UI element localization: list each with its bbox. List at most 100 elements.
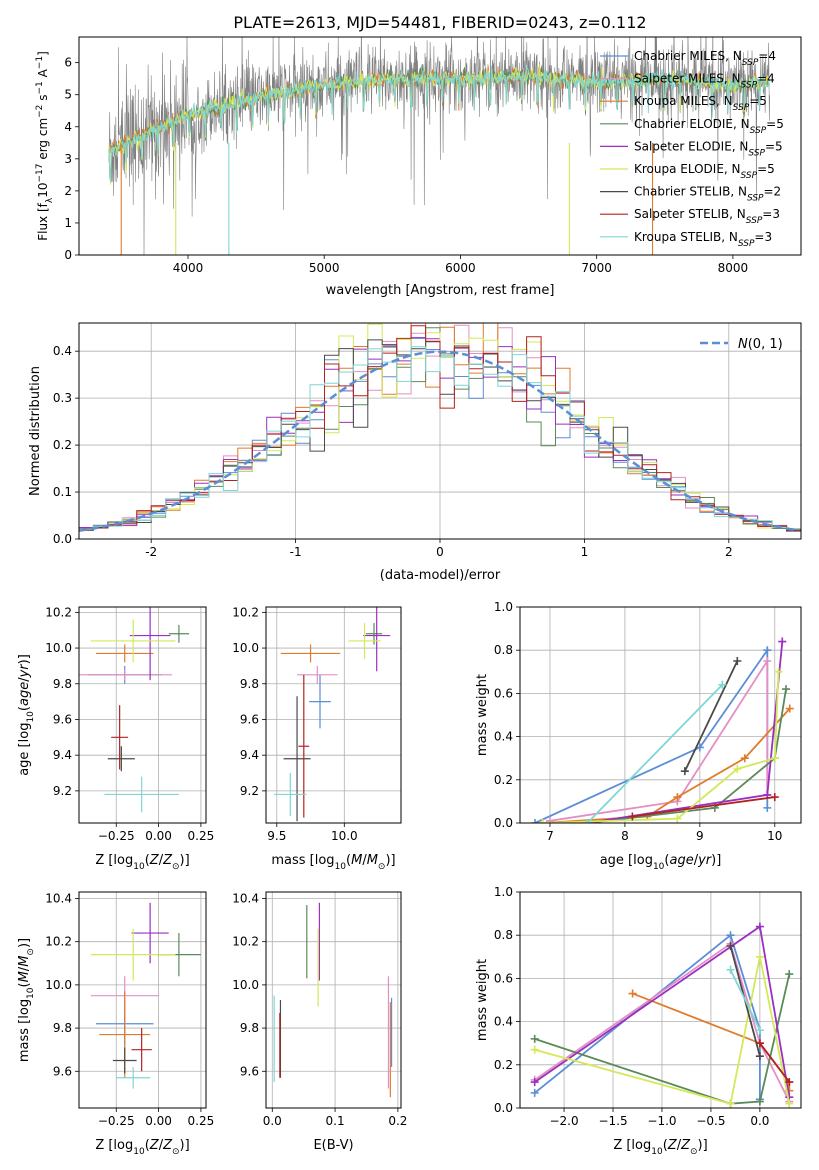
data-point [530,1088,539,1097]
series-line [587,688,787,823]
data-point [530,1078,539,1087]
axes-frame [519,606,802,824]
x-tick-label: −0.25 [98,1114,135,1128]
x-tick-label: 0.00 [145,1114,172,1128]
y-tick-label: 9.8 [53,677,72,691]
errorbar-salpeter-stelib [111,705,129,770]
data-point [778,637,787,646]
y-tick-label: 2 [64,184,72,198]
x-axis-label: wavelength [Angstrom, rest frame] [326,283,555,298]
y-tick-label: 6 [64,56,72,70]
errorbar-kroupa-miles [95,644,154,663]
x-tick-label: −1.5 [598,1114,627,1128]
axes-frame [78,36,802,256]
errorbar-salpeter-elodie [131,902,169,964]
data-point [755,1026,764,1035]
errorbar-chabrier-miles [309,674,331,729]
y-tick-label: 10.2 [232,935,259,949]
y-tick-label: 0.2 [494,1058,513,1072]
data-point [770,754,779,763]
y-tick-label: 9.8 [240,677,259,691]
axes-frame [78,606,207,824]
y-tick-label: 9.2 [53,784,72,798]
errorbar-salpeter-miles [79,669,173,681]
data-point [733,765,742,773]
y-tick-label: 1 [64,216,72,230]
axes-frame [519,891,802,1109]
axes-age_vs_Z: −0.25 0.00 0.25 9.2 9.4 9.6 9.8 10.0 10.2 Z [log1… [17,605,214,872]
data-point [726,931,735,940]
data-point [733,657,742,665]
x-axis-label: Z [log10(Z/Z⊙)] [95,1138,189,1157]
series-kroupa-stelib [726,965,764,1035]
legend-label: Salpeter ELODIE, NSSP=5 [634,139,783,158]
data-point [530,1045,539,1054]
x-axis-label: E(B-V) [313,1138,353,1153]
data-point [726,965,735,974]
data-point [785,704,794,713]
data-point [740,754,749,763]
y-tick-label: 5 [64,88,72,102]
y-tick-label: 0.0 [53,532,72,546]
x-tick-label: 1 [581,545,589,559]
y-tick-label: 0.1 [53,485,72,499]
y-tick-label: 3 [64,152,72,166]
y-tick-label: 0.0 [494,1101,513,1115]
x-axis-label: (data-model)/error [380,568,501,583]
y-tick-label: 0.8 [494,928,513,942]
series-chabrier-stelib [680,657,742,776]
y-tick-label: 9.6 [53,712,72,726]
errorbar-kroupa-stelib [274,773,307,816]
data-point [763,803,772,812]
x-tick-label: 10 [767,829,782,843]
x-tick-label: 6000 [445,261,476,275]
y-tick-label: 10.2 [45,605,72,619]
errorbar-chabrier-stelib [112,1047,137,1074]
legend-label: Kroupa MILES, NSSP=5 [634,94,767,113]
data-point [726,1099,735,1108]
data-point [785,1078,794,1087]
x-tick-label: −1.0 [647,1114,676,1128]
plot-area-age_vs_mass [266,607,401,823]
y-tick-label: 9.6 [240,712,259,726]
data-point [583,819,592,823]
errorbar-salpeter-elodie [363,607,391,672]
data-point [770,793,779,802]
series-salpeter-elodie [530,922,794,1102]
plot-area-weight_vs_age [520,607,801,823]
axes-age_vs_mass: 9.5 10.0 9.2 9.4 9.6 9.8 10.0 10.2 mass [log10(M… [232,605,402,872]
y-axis-label: age [log10(age/yr)] [17,654,36,776]
plot-area-weight_vs_Z [520,892,801,1108]
axes-residuals: -2 -1 0 1 2 0.0 0.1 0.2 0.3 0.4 (data-model)/error… [28,322,802,583]
x-tick-label: 2 [725,545,733,559]
errorbar-kroupa-miles [280,644,341,663]
y-axis-label: mass weight [475,959,490,1041]
y-tick-label: 0.4 [53,344,72,358]
plot-area-residuals [79,323,801,539]
y-tick-label: 10.4 [45,891,72,905]
data-point [673,793,682,802]
data-point [628,812,637,821]
legend-label: Chabrier MILES, NSSP=4 [634,49,776,68]
data-point [755,952,764,961]
y-axis-label: mass [log10(M/M⊙)] [17,938,36,1062]
y-tick-label: 9.8 [53,1021,72,1035]
data-point [530,819,539,823]
x-tick-label: 0.00 [145,829,172,843]
y-tick-label: 9.6 [53,1064,72,1078]
x-tick-label: 0.25 [188,1114,215,1128]
errorbar-kroupa-elodie [90,928,176,981]
x-axis-label: mass [log10(M/M⊙)] [271,853,395,872]
y-tick-label: 10.4 [232,891,259,905]
data-point [726,942,735,950]
axes-frame [78,891,207,1109]
y-axis-label: Flux [fλ10−17 erg cm−2 s−1 A−1] [35,51,55,241]
x-tick-label: 0.1 [326,1114,345,1128]
x-tick-label: -2 [145,545,157,559]
y-tick-label: 10.0 [45,978,72,992]
series-line [729,969,761,1031]
series-line [586,684,723,823]
x-tick-label: 0.0 [263,1114,282,1128]
legend-label: Kroupa STELIB, NSSP=3 [634,230,772,249]
y-tick-label: 9.4 [240,748,259,762]
